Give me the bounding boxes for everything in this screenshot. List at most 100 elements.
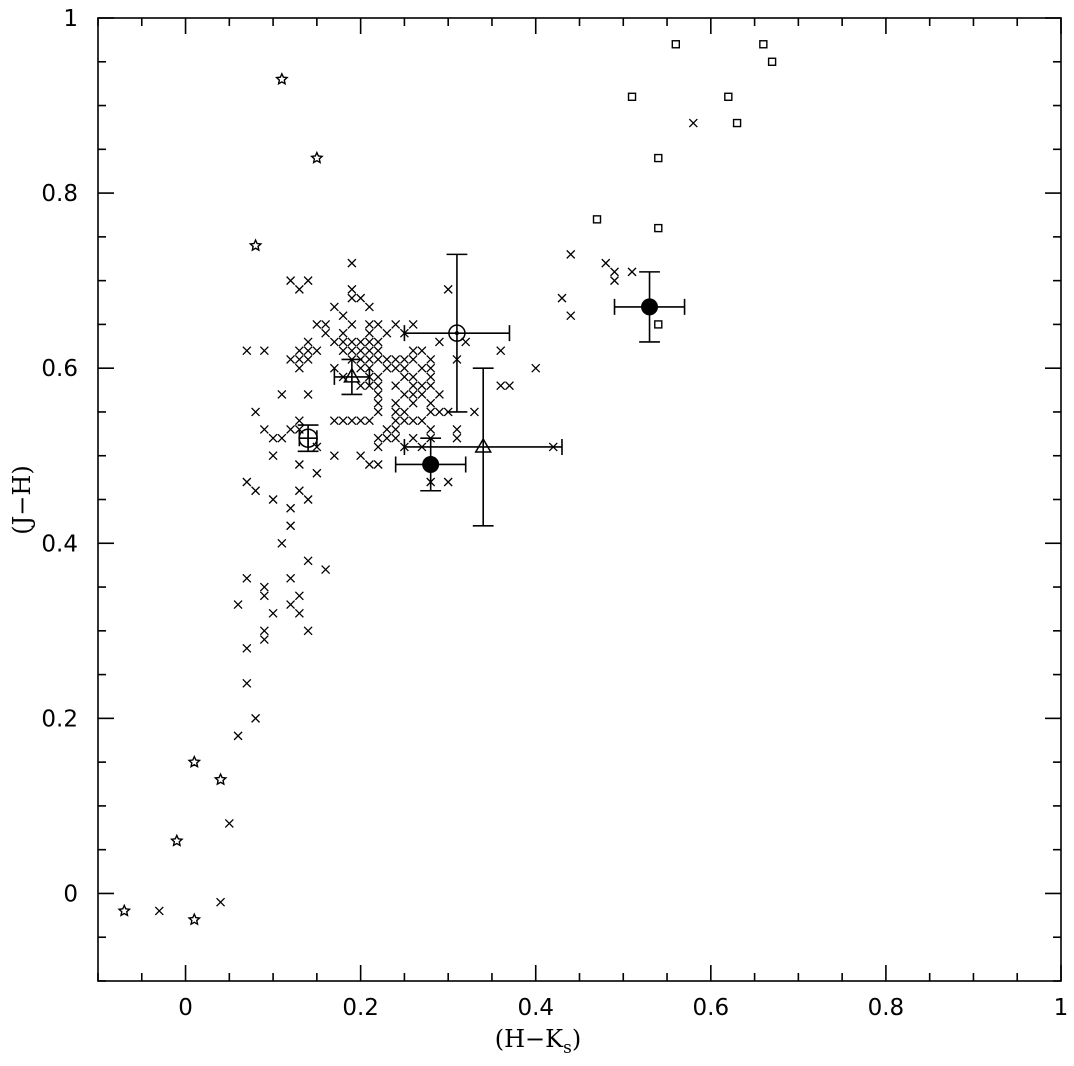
cross-marker [382,433,392,443]
cross-marker [294,363,304,373]
y-tick-label: 0.4 [41,531,78,557]
cross-marker [251,486,261,496]
cross-marker [627,267,637,277]
square-marker [732,118,742,128]
cross-marker [566,311,576,321]
cross-marker [268,433,278,443]
square-marker [767,57,777,66]
star-marker [274,72,289,86]
cross-marker [303,556,313,566]
star-marker [187,754,202,768]
cross-marker [373,389,383,399]
cross-marker [408,372,418,382]
cross-marker [364,328,374,338]
filled-circle-marker [641,298,659,316]
cross-marker [216,897,226,907]
cross-marker [303,389,313,399]
cross-marker [364,354,374,364]
cross-marker [373,346,383,356]
y-tick-label: 0.6 [41,356,78,382]
star-marker [248,238,263,252]
cross-marker [382,363,392,373]
cross-marker [610,276,619,286]
triangle-marker [474,437,492,453]
cross-marker [364,319,374,329]
triangle-errorbar [333,358,371,396]
cross-marker [303,354,313,364]
cross-marker [294,486,304,496]
cross-marker [294,284,304,294]
cross-marker [391,416,401,426]
cross-marker [259,635,269,645]
x-tick-label: 0.4 [517,995,554,1021]
y-axis-label: (J−H) [8,465,36,534]
open-circle-marker [448,324,466,342]
star-marker [117,903,132,917]
cross-marker [408,416,418,426]
cross-marker [417,416,427,426]
cross-marker [242,573,252,583]
cross-marker [321,565,331,574]
data-markers [117,40,777,926]
cross-marker [286,573,296,583]
cross-marker [426,425,436,434]
filled-circle-errorbar [613,271,686,343]
cross-marker [373,442,383,452]
cross-marker [329,302,339,312]
cross-marker [356,337,366,347]
cross-marker [391,319,401,329]
cross-marker [347,416,357,426]
cross-marker [286,521,296,531]
y-error-bar [341,358,363,396]
cross-marker [312,319,322,329]
filled-circle-marker [422,455,440,473]
cross-marker [373,319,383,329]
cross-marker [399,389,409,399]
cross-marker [364,302,374,312]
cross-marker [373,372,383,382]
cross-marker [277,389,287,399]
open-circle-cross-errorbar [297,424,319,453]
cross-marker [356,416,366,426]
cross-marker [399,363,409,373]
cross-marker [391,433,401,443]
circle-crosshair [299,429,318,448]
cross-marker [496,381,506,391]
y-tick-label: 0.2 [41,706,78,732]
star-marker [169,833,184,847]
square-marker [759,40,768,49]
cross-marker [408,433,418,443]
cross-marker [329,337,339,347]
cross-marker [373,398,383,408]
cross-marker [286,354,296,364]
cross-marker [443,284,453,294]
cross-marker [251,407,261,417]
cross-marker [452,425,462,434]
plot-frame [97,17,1062,982]
cross-marker [286,600,296,610]
y-tick-label: 1 [63,6,78,32]
cross-marker [347,258,357,268]
x-tick-label: 0.8 [868,995,905,1021]
cross-marker [286,503,296,513]
cross-marker [610,267,619,277]
x-tick-label: 0 [178,995,193,1021]
cross-marker [356,381,366,391]
cross-marker [259,626,269,636]
cross-marker [391,398,401,408]
cross-marker [312,468,322,478]
cross-marker [382,328,392,338]
cross-marker [382,354,392,364]
cross-marker [408,346,418,356]
cross-marker [399,372,409,382]
square-marker [654,320,663,329]
cross-marker [364,363,374,373]
square-marker [627,92,637,101]
cross-marker [426,398,436,408]
x-axis-label: (H−Ks) [495,1025,581,1058]
cross-marker [242,346,252,356]
cross-marker [347,346,357,356]
circle-center-dot [454,331,459,336]
cross-marker [417,389,427,399]
